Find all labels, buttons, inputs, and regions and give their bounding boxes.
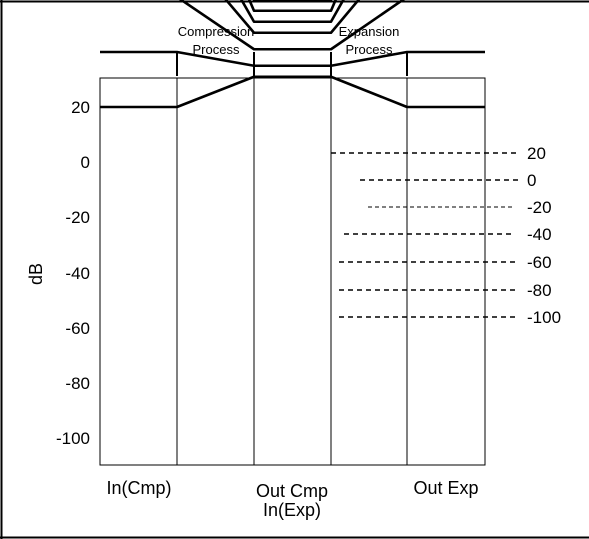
y-tick-0: 0 xyxy=(81,153,90,172)
y-tick-minus-60: -60 xyxy=(65,319,90,338)
y-tick-labels: 20 0 -20 -40 -60 -80 -100 xyxy=(56,98,90,448)
y-tick-minus-40: -40 xyxy=(65,264,90,283)
x-label-out-cmp: Out Cmp xyxy=(256,481,328,501)
output-leaders xyxy=(331,152,520,318)
output-label-20: 20 xyxy=(527,144,546,163)
level-path-minus-60 xyxy=(240,0,345,24)
expansion-label-line1: Expansion xyxy=(339,24,400,39)
output-label-minus-100: -100 xyxy=(527,308,561,327)
plot-box xyxy=(99,77,486,466)
level-path-20 xyxy=(100,75,485,109)
compression-label-line2: Process xyxy=(193,42,240,57)
level-paths xyxy=(100,0,485,109)
output-level-labels: 20 0 -20 -40 -60 -80 -100 xyxy=(527,144,561,327)
output-label-minus-80: -80 xyxy=(527,281,552,300)
level-path-minus-40 xyxy=(224,0,361,35)
y-tick-20: 20 xyxy=(71,98,90,117)
expansion-label-line2: Process xyxy=(346,42,393,57)
level-path-minus-80 xyxy=(247,0,337,13)
level-path-0 xyxy=(100,50,485,68)
y-tick-minus-100: -100 xyxy=(56,429,90,448)
output-label-0: 0 xyxy=(527,171,536,190)
y-tick-minus-20: -20 xyxy=(65,208,90,227)
level-path-minus-20 xyxy=(179,0,405,51)
x-label-out-exp: Out Exp xyxy=(413,478,478,498)
output-label-minus-60: -60 xyxy=(527,253,552,272)
x-label-in-exp: In(Exp) xyxy=(263,500,321,520)
y-tick-minus-80: -80 xyxy=(65,374,90,393)
output-label-minus-40: -40 xyxy=(527,225,552,244)
compression-label-line1: Compression xyxy=(178,24,255,39)
output-label-minus-20: -20 xyxy=(527,198,552,217)
x-label-in-cmp: In(Cmp) xyxy=(106,478,171,498)
y-axis-label: dB xyxy=(26,263,46,285)
